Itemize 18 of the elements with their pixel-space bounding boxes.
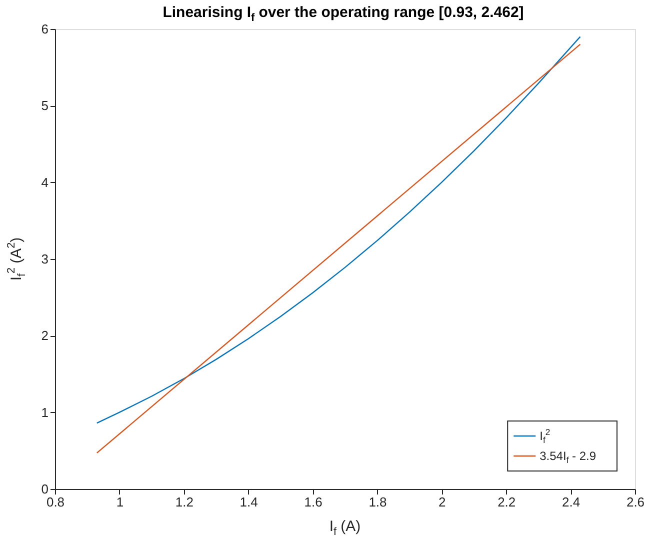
x-tick-label: 1.6 <box>304 494 322 510</box>
y-tick-label: 3 <box>41 252 48 266</box>
y-axis-title: If2 (A2) <box>6 237 28 281</box>
x-tick-label: 1.4 <box>240 494 258 510</box>
x-tick-label: 1 <box>116 494 124 510</box>
x-tick-label: 1.2 <box>175 494 194 510</box>
y-tick-label: 2 <box>41 328 48 344</box>
y-tick-label: 6 <box>41 22 48 36</box>
y-tick-label: 1 <box>41 404 48 420</box>
y-tick-label: 0 <box>41 482 48 496</box>
x-tick-label: 2.6 <box>626 494 645 510</box>
x-tick-label: 2 <box>438 494 446 510</box>
x-tick-label: 0.8 <box>46 494 65 510</box>
y-tick-label: 5 <box>41 98 48 114</box>
x-tick-label: 2.2 <box>498 494 516 510</box>
x-tick-label: 2.4 <box>562 494 580 510</box>
x-tick-label: 1.8 <box>368 494 387 510</box>
y-tick-label: 4 <box>41 174 48 190</box>
